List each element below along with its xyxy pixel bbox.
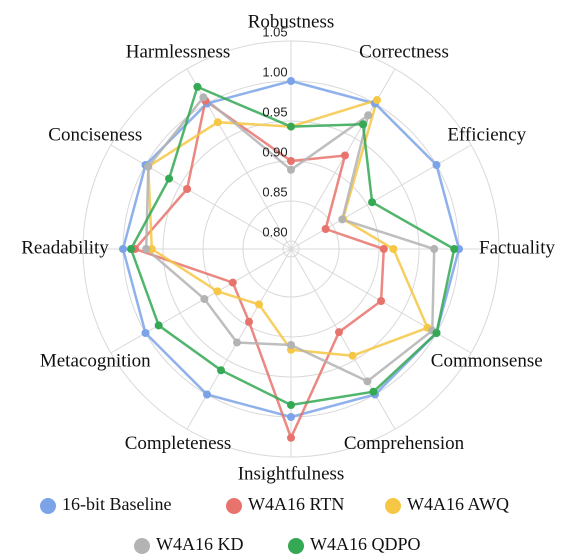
data-point bbox=[287, 401, 295, 409]
data-point bbox=[213, 118, 222, 127]
tick-label: 0.80 bbox=[262, 224, 287, 239]
data-point bbox=[165, 174, 174, 183]
data-point bbox=[200, 295, 209, 303]
data-point bbox=[287, 341, 295, 349]
data-point bbox=[359, 120, 367, 129]
tick-label: 0.95 bbox=[262, 104, 287, 119]
data-point bbox=[450, 245, 459, 253]
axis-label: Conciseness bbox=[48, 124, 142, 145]
axis-label: Completeness bbox=[125, 433, 232, 454]
data-point bbox=[141, 329, 150, 337]
data-point bbox=[379, 245, 388, 253]
data-point bbox=[217, 366, 225, 375]
spoke bbox=[290, 144, 472, 250]
legend-label: W4A16 AWQ bbox=[407, 494, 509, 514]
data-point bbox=[245, 317, 253, 326]
data-point bbox=[430, 245, 439, 253]
spoke bbox=[110, 144, 292, 250]
data-point bbox=[287, 413, 295, 421]
spoke bbox=[110, 248, 292, 354]
data-point bbox=[144, 162, 153, 171]
data-point bbox=[373, 96, 381, 105]
legend-marker bbox=[134, 538, 150, 554]
data-point bbox=[199, 93, 208, 102]
data-point bbox=[287, 77, 295, 85]
axis-label: Correctness bbox=[359, 42, 449, 63]
axis-label: Insightfulness bbox=[238, 463, 345, 484]
data-point bbox=[364, 111, 373, 120]
data-point bbox=[341, 151, 349, 160]
legend-marker bbox=[385, 498, 401, 514]
axis-label: Metacognition bbox=[40, 350, 151, 371]
data-point bbox=[389, 245, 398, 253]
tick-label: 1.05 bbox=[262, 24, 287, 39]
data-point bbox=[369, 387, 378, 396]
axis-label: Harmlessness bbox=[126, 42, 230, 63]
data-point bbox=[183, 185, 192, 193]
data-point bbox=[203, 390, 211, 399]
data-point bbox=[119, 245, 127, 253]
data-point bbox=[193, 82, 202, 91]
axis-label: Efficiency bbox=[447, 124, 526, 145]
series-line bbox=[147, 98, 430, 357]
data-point bbox=[233, 338, 241, 347]
data-point bbox=[154, 321, 163, 330]
legend-marker bbox=[40, 498, 56, 514]
legend-label: W4A16 KD bbox=[156, 534, 244, 554]
legend-marker bbox=[288, 538, 304, 554]
tick-label: 0.85 bbox=[262, 184, 287, 199]
legend-label: 16-bit Baseline bbox=[62, 494, 171, 514]
data-point bbox=[348, 351, 357, 360]
axis-label: Comprehension bbox=[344, 433, 465, 454]
data-point bbox=[335, 328, 343, 337]
data-point bbox=[287, 165, 295, 174]
data-point bbox=[432, 161, 441, 169]
data-point bbox=[377, 297, 386, 305]
data-point bbox=[213, 287, 222, 296]
data-point bbox=[127, 245, 135, 253]
tick-label: 0.90 bbox=[262, 144, 287, 159]
tick-label: 1.00 bbox=[262, 64, 287, 79]
legend-label: W4A16 QDPO bbox=[310, 534, 421, 554]
data-point bbox=[321, 225, 330, 233]
spoke bbox=[290, 248, 396, 430]
data-point bbox=[432, 329, 441, 337]
data-point bbox=[287, 122, 295, 131]
legend-label: W4A16 RTN bbox=[248, 494, 344, 514]
legend-marker bbox=[226, 498, 242, 514]
axis-label: Commonsense bbox=[431, 350, 543, 371]
axis-label: Factuality bbox=[479, 237, 555, 258]
data-point bbox=[338, 215, 347, 224]
axis-label: Robustness bbox=[248, 11, 335, 32]
data-point bbox=[255, 300, 263, 309]
data-point bbox=[287, 433, 295, 442]
data-point bbox=[368, 198, 377, 207]
data-point bbox=[228, 278, 237, 287]
data-point bbox=[363, 377, 372, 386]
data-point bbox=[147, 245, 156, 253]
data-point bbox=[287, 157, 295, 165]
data-point bbox=[142, 245, 151, 253]
axis-label: Readability bbox=[21, 237, 109, 258]
